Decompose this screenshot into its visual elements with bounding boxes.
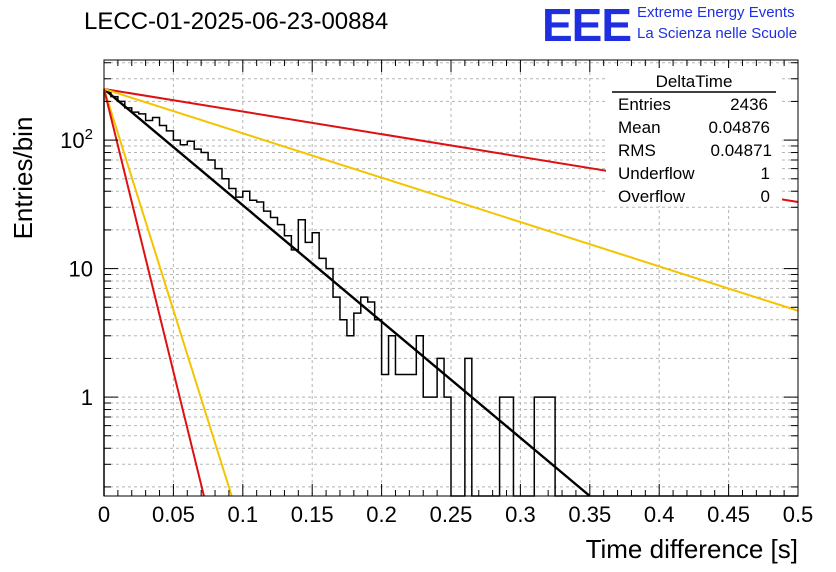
x-tick-label: 0.1 xyxy=(228,502,259,527)
x-tick-label: 0.4 xyxy=(644,502,675,527)
y-axis-label: Entries/bin xyxy=(8,117,38,240)
fit-curve xyxy=(103,88,233,497)
y-tick-label: 1 xyxy=(81,385,93,410)
x-tick-label: 0.2 xyxy=(366,502,397,527)
x-axis-label: Time difference [s] xyxy=(586,534,798,564)
run-title: LECC-01-2025-06-23-00884 xyxy=(84,8,389,35)
stats-label-mean: Mean xyxy=(618,118,661,137)
stats-value-rms: 0.04871 xyxy=(711,141,772,160)
y-tick-label: 102 xyxy=(60,126,93,153)
tick-labels: 0 0.05 0.1 0.15 0.2 0.25 0.3 0.35 0.4 0.45 0.51101… xyxy=(60,126,813,527)
y-tick-label: 10 xyxy=(69,257,93,282)
stats-label-overflow: Overflow xyxy=(618,187,686,206)
x-tick-label: 0.05 xyxy=(152,502,195,527)
fit-curve xyxy=(103,88,799,312)
x-tick-label: 0.15 xyxy=(291,502,334,527)
stats-label-underflow: Underflow xyxy=(618,164,695,183)
stats-box: DeltaTime Entries 2436 Mean 0.04876 RMS … xyxy=(606,68,782,206)
eee-logo-line-1: Extreme Energy Events xyxy=(637,4,795,21)
stats-label-entries: Entries xyxy=(618,95,671,114)
x-tick-label: 0.3 xyxy=(505,502,536,527)
eee-logo: EEE xyxy=(542,0,632,51)
x-tick-label: 0.35 xyxy=(568,502,611,527)
stats-box-background xyxy=(606,68,782,206)
fit-curve xyxy=(103,88,205,497)
x-tick-label: 0.5 xyxy=(783,502,814,527)
stats-value-mean: 0.04876 xyxy=(709,118,770,137)
fit-curve xyxy=(103,88,591,497)
x-tick-label: 0.25 xyxy=(430,502,473,527)
x-tick-label: 0 xyxy=(98,502,110,527)
stats-label-rms: RMS xyxy=(618,141,656,160)
stats-value-entries: 2436 xyxy=(730,95,768,114)
eee-logo-line-2: La Scienza nelle Scuole xyxy=(637,25,798,42)
axis-ticks xyxy=(103,60,799,496)
stats-value-underflow: 1 xyxy=(761,164,770,183)
stats-value-overflow: 0 xyxy=(761,187,770,206)
stats-box-title: DeltaTime xyxy=(656,72,733,91)
x-tick-label: 0.45 xyxy=(707,502,750,527)
